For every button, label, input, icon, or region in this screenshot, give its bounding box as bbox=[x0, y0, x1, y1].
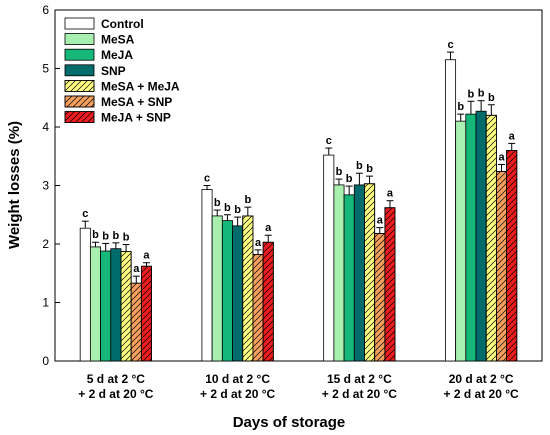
significance-letter: a bbox=[265, 222, 272, 234]
y-tick-label: 0 bbox=[42, 354, 49, 368]
bar-hatch bbox=[120, 251, 132, 362]
significance-letter: c bbox=[447, 39, 453, 51]
significance-letter: b bbox=[336, 166, 343, 178]
legend-swatch-hatch bbox=[64, 95, 95, 108]
bar-hatch bbox=[384, 207, 396, 362]
significance-letter: b bbox=[113, 230, 120, 242]
x-tick-label: + 2 d at 20 °C bbox=[78, 387, 153, 401]
legend-swatch bbox=[64, 48, 95, 61]
significance-letter: c bbox=[204, 173, 210, 185]
bar bbox=[323, 154, 335, 362]
significance-letter: a bbox=[255, 237, 262, 249]
significance-letter: a bbox=[387, 188, 394, 200]
significance-letter: a bbox=[377, 215, 384, 227]
bar-hatch bbox=[506, 149, 518, 362]
significance-letter: b bbox=[457, 101, 464, 113]
legend-swatch-hatch bbox=[64, 80, 95, 92]
bar-hatch bbox=[364, 183, 376, 362]
significance-letter: b bbox=[214, 197, 221, 209]
significance-letter: b bbox=[346, 173, 353, 185]
bar bbox=[353, 184, 365, 362]
y-tick-label: 6 bbox=[42, 3, 49, 17]
significance-letter: b bbox=[356, 160, 363, 172]
significance-letter: a bbox=[498, 151, 505, 163]
bar bbox=[89, 246, 101, 362]
y-tick-label: 4 bbox=[42, 120, 49, 134]
significance-letter: a bbox=[509, 130, 516, 142]
legend-label: MeSA + MeJA bbox=[101, 79, 180, 93]
x-tick-label: + 2 d at 20 °C bbox=[444, 387, 519, 401]
bar bbox=[110, 248, 122, 362]
bar bbox=[475, 110, 487, 362]
legend-swatch bbox=[64, 64, 95, 77]
significance-letter: b bbox=[468, 88, 475, 100]
bar-hatch bbox=[262, 241, 274, 362]
bar-hatch bbox=[374, 233, 386, 362]
legend-label: MeJA + SNP bbox=[101, 111, 171, 125]
x-tick-label: 15 d at 2 °C bbox=[327, 372, 392, 386]
legend-swatch bbox=[64, 17, 95, 30]
legend-label: MeJA bbox=[101, 48, 133, 62]
bar bbox=[455, 120, 467, 362]
bar-hatch bbox=[252, 254, 264, 362]
bar-hatch bbox=[140, 265, 152, 362]
bar-hatch bbox=[130, 282, 142, 362]
legend-swatch-hatch bbox=[64, 111, 95, 123]
significance-letter: b bbox=[488, 92, 495, 104]
y-tick-label: 2 bbox=[42, 237, 49, 251]
bar bbox=[211, 215, 223, 362]
bar-hatch bbox=[485, 114, 497, 362]
y-tick-label: 3 bbox=[42, 179, 49, 193]
bar bbox=[79, 227, 91, 362]
x-axis-title: Days of storage bbox=[233, 414, 346, 431]
x-tick-label: 10 d at 2 °C bbox=[205, 372, 270, 386]
bar bbox=[465, 113, 477, 362]
legend-label: Control bbox=[101, 17, 144, 31]
bar bbox=[445, 59, 457, 362]
significance-letter: b bbox=[478, 88, 485, 100]
bar bbox=[232, 225, 244, 362]
bar bbox=[100, 250, 112, 362]
x-tick-label: 5 d at 2 °C bbox=[87, 372, 145, 386]
x-tick-label: + 2 d at 20 °C bbox=[200, 387, 275, 401]
legend-swatch bbox=[64, 33, 95, 45]
y-axis-title: Weight losses (%) bbox=[6, 121, 23, 249]
significance-letter: b bbox=[366, 163, 373, 175]
bar bbox=[333, 184, 345, 362]
legend-label: SNP bbox=[101, 64, 126, 78]
significance-letter: b bbox=[234, 204, 241, 216]
significance-letter: b bbox=[123, 232, 130, 244]
significance-letter: a bbox=[143, 250, 150, 262]
significance-letter: a bbox=[133, 263, 140, 275]
x-tick-label: 20 d at 2 °C bbox=[449, 372, 514, 386]
x-tick-label: + 2 d at 20 °C bbox=[322, 387, 397, 401]
significance-letter: b bbox=[102, 230, 109, 242]
legend-label: MeSA + SNP bbox=[101, 95, 172, 109]
significance-letter: b bbox=[92, 229, 99, 241]
legend-label: MeSA bbox=[101, 33, 135, 47]
bar bbox=[221, 220, 233, 362]
bar-hatch bbox=[242, 215, 254, 362]
y-tick-label: 1 bbox=[42, 296, 49, 310]
significance-letter: c bbox=[82, 208, 88, 220]
bar-hatch bbox=[496, 171, 508, 362]
bar bbox=[343, 194, 355, 362]
bar bbox=[201, 189, 213, 362]
significance-letter: b bbox=[244, 194, 251, 206]
y-tick-label: 5 bbox=[42, 62, 49, 76]
significance-letter: c bbox=[326, 135, 332, 147]
significance-letter: b bbox=[224, 202, 231, 214]
